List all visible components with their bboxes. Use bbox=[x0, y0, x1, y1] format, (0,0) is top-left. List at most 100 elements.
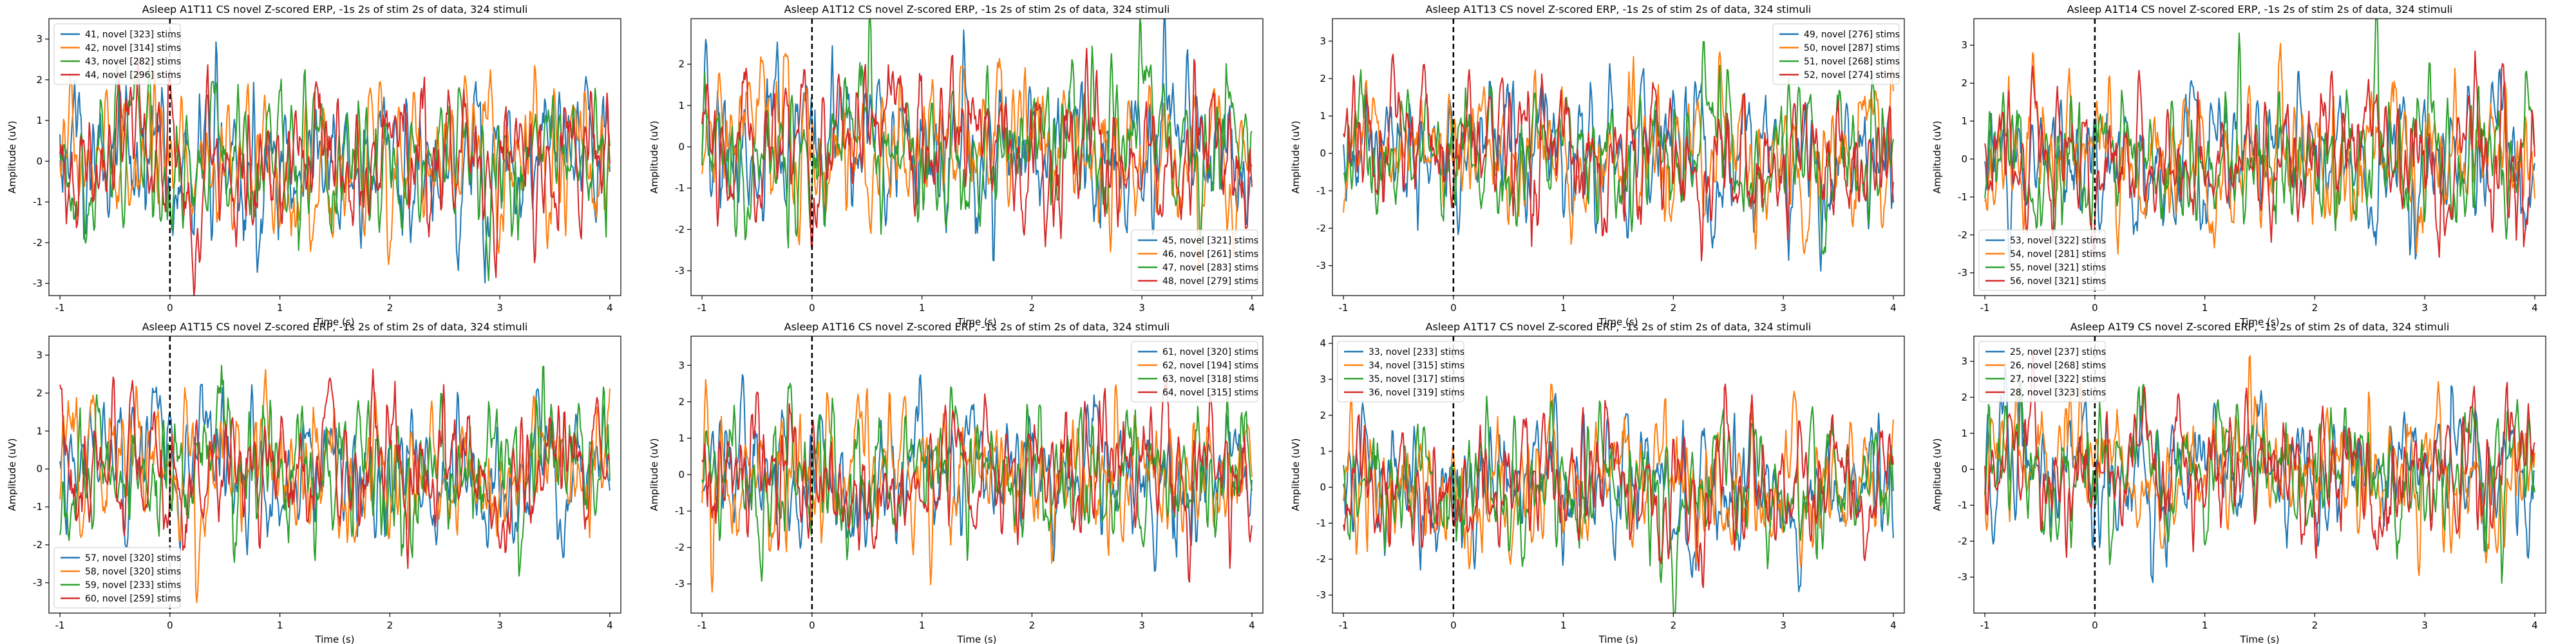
legend-entry: 61, novel [320] stims bbox=[1162, 347, 1258, 357]
y-tick-label: 0 bbox=[36, 463, 43, 475]
legend: 25, novel [237] stims 26, novel [268] sti… bbox=[1978, 341, 2106, 402]
y-axis-label: Amplitude (uV) bbox=[1931, 438, 1943, 511]
chart-panel: Asleep A1T9 CS novel Z-scored ERP, -1s 2… bbox=[1931, 321, 2546, 644]
y-tick-label: 2 bbox=[1961, 77, 1967, 89]
legend-entry: 58, novel [320] stims bbox=[85, 567, 181, 577]
x-tick-label: 0 bbox=[1450, 620, 1457, 631]
legend-entry: 45, novel [321] stims bbox=[1162, 236, 1258, 246]
y-tick-label: 4 bbox=[1320, 337, 1326, 349]
legend-entry: 59, novel [233] stims bbox=[85, 580, 181, 591]
y-tick-label: 3 bbox=[678, 359, 685, 371]
y-tick-label: 3 bbox=[36, 349, 43, 361]
y-axis-label: Amplitude (uV) bbox=[6, 120, 18, 193]
legend-entry: 64, novel [315] stims bbox=[1162, 388, 1258, 398]
x-axis-label: Time (s) bbox=[1598, 316, 1638, 328]
y-tick-label: 0 bbox=[1961, 153, 1967, 165]
y-tick-label: 2 bbox=[1320, 410, 1326, 421]
y-tick-label: 1 bbox=[36, 115, 43, 126]
legend: 45, novel [321] stims 46, novel [261] sti… bbox=[1131, 229, 1258, 291]
x-tick-label: 3 bbox=[1139, 620, 1145, 631]
x-tick-label: 3 bbox=[2421, 620, 2428, 631]
y-tick-label: 2 bbox=[1320, 73, 1326, 84]
y-tick-label: 0 bbox=[678, 469, 685, 480]
legend-entry: 28, novel [323] stims bbox=[2010, 388, 2106, 398]
legend-box bbox=[53, 547, 181, 609]
y-tick-label: -3 bbox=[33, 278, 43, 289]
y-tick-label: -3 bbox=[1958, 267, 1967, 279]
legend-entry: 54, novel [281] stims bbox=[2010, 249, 2106, 260]
y-tick-label: -2 bbox=[675, 223, 685, 235]
axes-frame bbox=[48, 336, 621, 614]
x-tick-label: -1 bbox=[1980, 302, 1990, 314]
legend-entry: 62, novel [194] stims bbox=[1162, 361, 1258, 371]
legend-entry: 25, novel [237] stims bbox=[2010, 347, 2106, 357]
legend-entry: 46, novel [261] stims bbox=[1162, 249, 1258, 260]
x-tick-label: 3 bbox=[497, 620, 503, 631]
x-tick-label: 2 bbox=[1029, 302, 1036, 314]
chart-panel: Asleep A1T11 CS novel Z-scored ERP, -1s … bbox=[6, 3, 621, 328]
chart-title: Asleep A1T15 CS novel Z-scored ERP, -1s … bbox=[142, 321, 528, 333]
y-axis-label: Amplitude (uV) bbox=[649, 438, 660, 511]
legend-entry: 49, novel [276] stims bbox=[1804, 30, 1900, 40]
y-tick-label: -1 bbox=[1958, 191, 1967, 203]
y-tick-label: -1 bbox=[33, 196, 43, 208]
legend-entry: 33, novel [233] stims bbox=[1368, 347, 1464, 357]
y-tick-label: -2 bbox=[675, 542, 685, 553]
series-line bbox=[59, 365, 611, 577]
x-tick-label: 4 bbox=[2532, 620, 2538, 631]
legend-entry: 60, novel [259] stims bbox=[85, 594, 181, 604]
chart-panel: Asleep A1T12 CS novel Z-scored ERP, -1s … bbox=[649, 3, 1264, 328]
x-tick-label: 4 bbox=[2532, 302, 2538, 314]
axes-frame bbox=[1332, 18, 1905, 296]
series-line bbox=[1984, 381, 2535, 584]
y-axis-label: Amplitude (uV) bbox=[1931, 120, 1943, 193]
x-tick-label: -1 bbox=[55, 620, 65, 631]
x-tick-label: 4 bbox=[607, 620, 613, 631]
legend-entry: 48, novel [279] stims bbox=[1162, 276, 1258, 287]
legend-box bbox=[1978, 229, 2106, 291]
y-tick-label: -1 bbox=[33, 501, 43, 513]
x-tick-label: -1 bbox=[55, 302, 65, 314]
x-tick-label: 2 bbox=[387, 302, 393, 314]
axes-frame bbox=[1973, 18, 2546, 296]
x-axis-label: Time (s) bbox=[315, 316, 355, 328]
axes-frame bbox=[48, 18, 621, 296]
legend-box bbox=[1131, 229, 1258, 291]
series-line bbox=[701, 377, 1253, 583]
y-tick-label: 0 bbox=[36, 155, 43, 167]
x-tick-label: -1 bbox=[1339, 620, 1349, 631]
y-tick-label: -2 bbox=[33, 539, 43, 551]
y-tick-label: 3 bbox=[1961, 39, 1967, 51]
x-tick-label: 4 bbox=[607, 302, 613, 314]
legend-box bbox=[1337, 341, 1464, 402]
y-tick-label: -3 bbox=[33, 577, 43, 589]
y-tick-label: 3 bbox=[1961, 355, 1967, 367]
legend: 61, novel [320] stims 62, novel [194] sti… bbox=[1131, 341, 1258, 402]
x-tick-label: 2 bbox=[387, 620, 393, 631]
y-tick-label: 2 bbox=[678, 59, 685, 70]
x-tick-label: -1 bbox=[1980, 620, 1990, 631]
legend-box bbox=[53, 23, 181, 85]
chart-panel: Asleep A1T17 CS novel Z-scored ERP, -1s … bbox=[1290, 321, 1905, 644]
y-tick-label: 3 bbox=[1320, 35, 1326, 47]
x-tick-label: 1 bbox=[2202, 620, 2208, 631]
chart-title: Asleep A1T14 CS novel Z-scored ERP, -1s … bbox=[2067, 3, 2453, 15]
series-line bbox=[1984, 50, 2535, 258]
chart-title: Asleep A1T16 CS novel Z-scored ERP, -1s … bbox=[784, 321, 1170, 333]
x-tick-label: 2 bbox=[1671, 302, 1677, 314]
series-line bbox=[701, 19, 1253, 253]
legend-entry: 41, novel [323] stims bbox=[85, 30, 181, 40]
legend: 33, novel [233] stims 34, novel [315] sti… bbox=[1337, 341, 1464, 402]
x-tick-label: 0 bbox=[167, 620, 173, 631]
y-tick-label: 1 bbox=[1961, 115, 1967, 127]
series-line bbox=[701, 48, 1253, 251]
series-line bbox=[1984, 68, 2535, 267]
axes-frame bbox=[690, 18, 1264, 296]
legend-entry: 47, novel [283] stims bbox=[1162, 263, 1258, 273]
x-tick-label: 1 bbox=[277, 620, 283, 631]
series-line bbox=[59, 60, 611, 281]
y-tick-label: 1 bbox=[1961, 428, 1967, 439]
chart-panel: Asleep A1T14 CS novel Z-scored ERP, -1s … bbox=[1931, 3, 2546, 328]
series-line bbox=[1343, 395, 1894, 613]
y-tick-label: 0 bbox=[1320, 482, 1326, 493]
